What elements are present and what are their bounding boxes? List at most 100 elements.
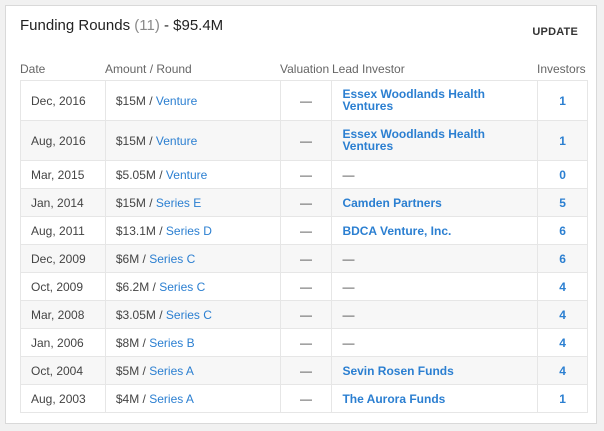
round-type-link[interactable]: Venture	[165, 167, 208, 182]
date-cell: Jan, 2014	[20, 188, 106, 217]
table-row: Jan, 2006 $8M / Series B — — 4	[20, 328, 588, 357]
amount-round-cell: $8M / Series B	[104, 328, 281, 357]
amount-round-cell: $5M / Series A	[104, 356, 281, 385]
round-type-link[interactable]: Series A	[149, 363, 194, 378]
lead-investor-link[interactable]: BDCA Venture, Inc.	[342, 223, 452, 238]
investors-count-link[interactable]: 4	[559, 307, 566, 322]
date-cell: Oct, 2004	[20, 356, 106, 385]
valuation-cell: —	[279, 120, 333, 161]
round-type-link[interactable]: Venture	[155, 93, 198, 108]
table-row: Aug, 2016 $15M / Venture — Essex Woodlands …	[20, 120, 588, 161]
investors-cell: 0	[537, 160, 588, 189]
column-header-amount-round: Amount / Round	[105, 62, 192, 76]
round-date: Aug, 2016	[31, 133, 86, 148]
round-type-link[interactable]: Series C	[149, 251, 196, 266]
valuation-value: —	[299, 133, 312, 148]
round-date: Mar, 2015	[31, 167, 85, 182]
table-row: Jan, 2014 $15M / Series E — Camden Partners…	[20, 188, 588, 217]
valuation-value: —	[299, 279, 312, 294]
amount-round-cell: $13.1M / Series D	[104, 216, 281, 245]
date-cell: Dec, 2016	[20, 80, 106, 121]
investors-cell: 4	[537, 300, 588, 329]
table-header: Date Amount / Round Valuation Lead Inves…	[6, 62, 596, 78]
amount-round-cell: $15M / Venture	[104, 80, 281, 121]
round-type-link[interactable]: Venture	[155, 133, 198, 148]
investors-cell: 1	[537, 80, 588, 121]
card-title: Funding Rounds (11) - $95.4M	[20, 17, 223, 34]
lead-investor-cell: Camden Partners	[331, 188, 539, 217]
investors-cell: 4	[537, 356, 588, 385]
amount-round-cell: $3.05M / Series C	[104, 300, 281, 329]
date-cell: Oct, 2009	[20, 272, 106, 301]
funding-total: - $95.4M	[163, 17, 224, 34]
lead-investor-link[interactable]: Sevin Rosen Funds	[342, 363, 454, 378]
amount-round-cell: $5.05M / Venture	[104, 160, 281, 189]
amount-round-cell: $15M / Venture	[104, 120, 281, 161]
rounds-count: (11)	[134, 17, 160, 34]
investors-count-link[interactable]: 1	[559, 133, 566, 148]
valuation-value: —	[299, 307, 312, 322]
lead-investor-cell: —	[331, 300, 539, 329]
table-row: Dec, 2016 $15M / Venture — Essex Woodlands …	[20, 80, 588, 121]
table-row: Oct, 2004 $5M / Series A — Sevin Rosen Fund…	[20, 356, 588, 385]
lead-investor-cell: Essex Woodlands Health Ventures	[331, 80, 539, 121]
round-date: Jan, 2006	[31, 335, 84, 350]
lead-investor-link[interactable]: Camden Partners	[342, 195, 442, 210]
lead-investor-link[interactable]: Essex Woodlands Health Ventures	[342, 127, 485, 153]
lead-investor-cell: —	[331, 160, 539, 189]
investors-cell: 6	[537, 244, 588, 273]
table-row: Mar, 2008 $3.05M / Series C — — 4	[20, 300, 588, 329]
date-cell: Dec, 2009	[20, 244, 106, 273]
investors-count-link[interactable]: 6	[559, 251, 566, 266]
investors-count-link[interactable]: 1	[559, 391, 566, 406]
investors-count-link[interactable]: 5	[559, 195, 566, 210]
lead-investor-cell: Essex Woodlands Health Ventures	[331, 120, 539, 161]
round-amount: $15M /	[115, 93, 153, 108]
valuation-cell: —	[279, 160, 333, 189]
amount-round-cell: $6M / Series C	[104, 244, 281, 273]
round-date: Jan, 2014	[31, 195, 84, 210]
amount-round-cell: $6.2M / Series C	[104, 272, 281, 301]
investors-count-link[interactable]: 6	[559, 223, 566, 238]
table-row: Oct, 2009 $6.2M / Series C — — 4	[20, 272, 588, 301]
round-type-link[interactable]: Series C	[165, 307, 212, 322]
investors-count-link[interactable]: 4	[559, 279, 566, 294]
lead-investor-value: —	[342, 307, 355, 322]
lead-investor-value: —	[342, 335, 355, 350]
investors-cell: 1	[537, 120, 588, 161]
funding-rounds-card: Funding Rounds (11) - $95.4M UPDATE Date…	[5, 5, 597, 424]
round-type-link[interactable]: Series D	[165, 223, 212, 238]
column-header-investors: Investors	[537, 62, 586, 76]
investors-count-link[interactable]: 0	[559, 167, 566, 182]
table-row: Aug, 2011 $13.1M / Series D — BDCA Venture,…	[20, 216, 588, 245]
date-cell: Jan, 2006	[20, 328, 106, 357]
investors-count-link[interactable]: 4	[559, 363, 566, 378]
valuation-value: —	[299, 251, 312, 266]
investors-count-link[interactable]: 1	[559, 93, 566, 108]
investors-count-link[interactable]: 4	[559, 335, 566, 350]
valuation-cell: —	[279, 384, 333, 413]
date-cell: Mar, 2008	[20, 300, 106, 329]
title-text: Funding Rounds	[20, 17, 131, 34]
round-type-link[interactable]: Series E	[155, 195, 202, 210]
round-amount: $3.05M /	[115, 307, 163, 322]
table-row: Aug, 2003 $4M / Series A — The Aurora Funds…	[20, 384, 588, 413]
round-date: Oct, 2004	[31, 363, 84, 378]
date-cell: Aug, 2011	[20, 216, 106, 245]
date-cell: Mar, 2015	[20, 160, 106, 189]
round-date: Mar, 2008	[31, 307, 85, 322]
round-date: Dec, 2009	[31, 251, 86, 266]
round-type-link[interactable]: Series C	[159, 279, 206, 294]
round-type-link[interactable]: Series B	[149, 335, 195, 350]
table-row: Dec, 2009 $6M / Series C — — 6	[20, 244, 588, 273]
lead-investor-link[interactable]: The Aurora Funds	[342, 391, 446, 406]
valuation-value: —	[299, 335, 312, 350]
update-button[interactable]: UPDATE	[532, 26, 578, 38]
column-header-valuation: Valuation	[280, 62, 330, 76]
round-type-link[interactable]: Series A	[149, 391, 194, 406]
lead-investor-value: —	[342, 251, 355, 266]
round-amount: $8M /	[115, 335, 146, 350]
round-date: Oct, 2009	[31, 279, 84, 294]
lead-investor-cell: The Aurora Funds	[331, 384, 539, 413]
lead-investor-link[interactable]: Essex Woodlands Health Ventures	[342, 87, 485, 113]
